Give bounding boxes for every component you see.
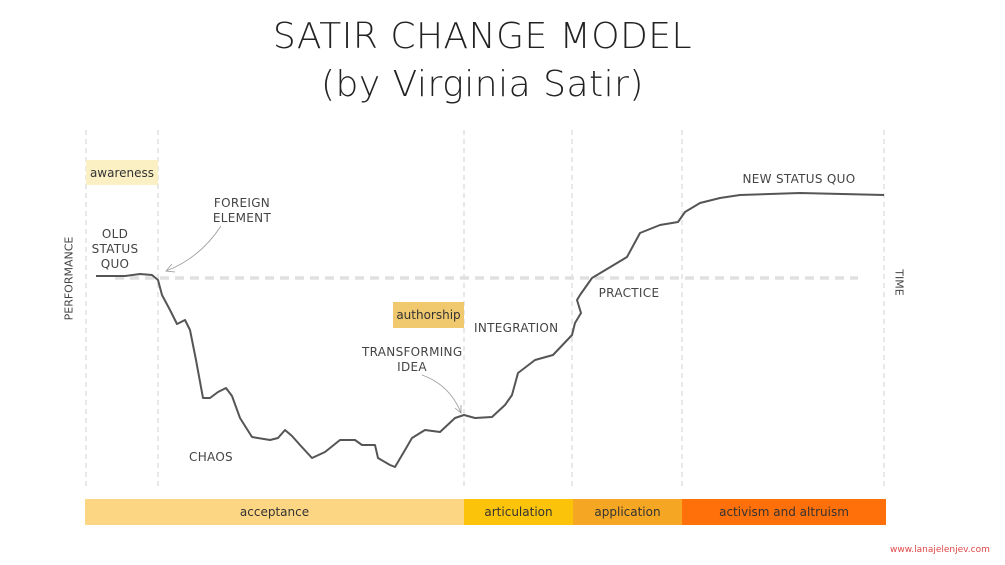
y-axis-label: PERFORMANCE — [62, 236, 76, 321]
old-status-quo-label: OLD STATUS QUO — [91, 227, 139, 271]
transforming-idea-arrowhead — [454, 405, 462, 414]
practice-label: PRACTICE — [598, 286, 660, 300]
stage-application: application — [573, 499, 682, 525]
transforming-idea-arrow — [421, 374, 462, 414]
foreign-element-arrowhead — [165, 263, 176, 273]
title-line-2: (by Virginia Satir) — [321, 64, 644, 105]
chaos-label: CHAOS — [189, 450, 233, 464]
foreign-element-arrow — [165, 225, 222, 272]
foreign-element-label: FOREIGN ELEMENT — [212, 196, 272, 225]
credit-link[interactable]: www.lanajelenjev.com — [890, 545, 990, 555]
performance-curve — [96, 192, 885, 468]
integration-label: INTEGRATION — [474, 321, 559, 335]
authorship-tag: authorship — [393, 302, 464, 328]
new-status-quo-label: NEW STATUS QUO — [742, 172, 856, 186]
stage-activism-and-altruism: activism and altruism — [682, 499, 886, 525]
x-axis-label: TIME — [892, 269, 906, 296]
stage-acceptance: acceptance — [85, 499, 464, 525]
transforming-idea-label: TRANSFORMING IDEA — [362, 345, 463, 374]
title-line-1: SATIR CHANGE MODEL — [272, 16, 693, 57]
awareness-tag: awareness — [86, 160, 158, 185]
stage-articulation: articulation — [464, 499, 573, 525]
